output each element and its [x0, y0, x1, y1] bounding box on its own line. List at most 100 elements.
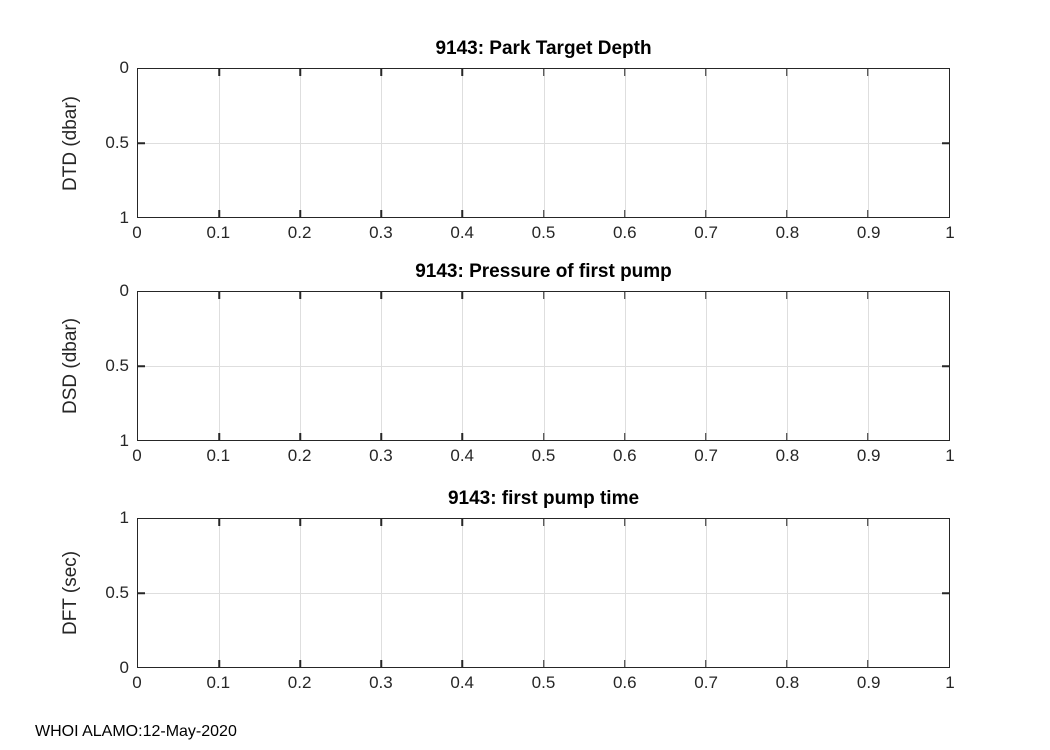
x-tick-mark [542, 433, 545, 440]
x-tick-mark [218, 519, 220, 526]
y-axis-label: DSD (dbar) [60, 317, 81, 415]
y-tick-label: 1 [119, 208, 129, 227]
x-tick-mark [461, 519, 464, 526]
x-tick-mark [461, 433, 464, 440]
x-tick-label: 0.9 [856, 223, 881, 242]
x-tick-mark [786, 660, 788, 667]
x-tick-mark [867, 69, 869, 76]
x-tick-mark [542, 69, 545, 76]
x-tick-label: 0.3 [369, 446, 393, 465]
plot-area [137, 68, 950, 218]
x-tick-label: 0.1 [206, 446, 231, 465]
x-tick-mark [623, 69, 626, 76]
x-tick-mark [542, 660, 545, 667]
x-tick-mark [299, 210, 301, 217]
x-tick-labels: 0 0.1 0.2 0.3 0.4 0.5 0.6 0.7 0.8 0.9 1 [132, 223, 954, 245]
x-tick-label: 0.6 [612, 223, 637, 242]
x-tick-mark [786, 519, 788, 526]
x-tick-label: 0.1 [206, 223, 231, 242]
y-tick-label: 0.5 [105, 583, 129, 602]
x-tick-mark [786, 69, 788, 76]
x-tick-mark [218, 292, 220, 299]
x-tick-label: 0.7 [694, 673, 718, 692]
plot-area [137, 518, 950, 668]
y-tick-mark [138, 365, 145, 367]
x-tick-label: 0.6 [612, 673, 637, 692]
subplot-title: 9143: first pump time [447, 488, 640, 509]
x-tick-mark [299, 292, 301, 299]
figure-footer-annotation: WHOI ALAMO:12-May-2020 [35, 723, 237, 740]
x-tick-mark [704, 69, 707, 76]
x-tick-label: 0.6 [612, 446, 637, 465]
x-tick-mark [704, 660, 707, 667]
x-tick-mark [867, 660, 869, 667]
y-tick-label: 0 [119, 58, 129, 77]
y-tick-label: 0.5 [105, 133, 129, 152]
x-tick-mark [623, 292, 626, 299]
y-tick-mark [138, 592, 145, 594]
x-tick-mark [380, 210, 383, 217]
x-tick-label: 0.3 [369, 673, 393, 692]
x-tick-mark [380, 433, 383, 440]
x-tick-mark [786, 433, 788, 440]
x-tick-mark [218, 660, 220, 667]
x-tick-mark [623, 519, 626, 526]
x-tick-mark [704, 519, 707, 526]
x-tick-mark [218, 433, 220, 440]
x-tick-mark [704, 292, 707, 299]
x-tick-mark [461, 69, 464, 76]
x-tick-mark [704, 210, 707, 217]
x-tick-mark [461, 210, 464, 217]
x-tick-mark [299, 519, 301, 526]
x-tick-label: 0.5 [531, 446, 556, 465]
x-tick-label: 0.4 [450, 223, 475, 242]
x-tick-label: 0 [132, 673, 142, 692]
x-tick-mark [380, 292, 383, 299]
gridline-horizontal [138, 142, 949, 144]
x-tick-mark [786, 210, 788, 217]
x-tick-mark [623, 433, 626, 440]
x-tick-mark [299, 69, 301, 76]
y-tick-mark [138, 142, 145, 144]
x-tick-mark [542, 210, 545, 217]
x-tick-label: 0.1 [206, 673, 231, 692]
x-tick-mark [867, 433, 869, 440]
x-tick-mark [461, 660, 464, 667]
x-tick-label: 0.8 [775, 223, 800, 242]
x-tick-mark [461, 292, 464, 299]
y-tick-label: 0 [119, 658, 129, 677]
subplot-first-pump-time: 9143: first pump time DFT (sec) 1 0.5 0 … [60, 488, 955, 692]
y-tick-label: 0 [119, 281, 129, 300]
x-tick-label: 0.5 [531, 673, 556, 692]
gridline-horizontal [138, 365, 949, 367]
x-tick-mark [867, 210, 869, 217]
x-tick-mark [704, 433, 707, 440]
subplot-pressure-first-pump: 9143: Pressure of first pump DSD (dbar) … [60, 261, 955, 465]
x-tick-label: 0.7 [694, 223, 718, 242]
plot-area [137, 291, 950, 441]
y-tick-mark [942, 142, 949, 144]
y-axis-label: DFT (sec) [60, 550, 81, 636]
x-tick-label: 0.9 [856, 673, 881, 692]
x-tick-label: 0.8 [775, 446, 800, 465]
x-tick-mark [299, 433, 301, 440]
x-tick-label: 0 [132, 223, 142, 242]
x-tick-label: 1 [945, 446, 955, 465]
gridline-horizontal [138, 592, 949, 594]
x-tick-label: 0.4 [450, 673, 475, 692]
x-tick-label: 0.7 [694, 446, 718, 465]
x-tick-mark [623, 660, 626, 667]
x-tick-labels: 0 0.1 0.2 0.3 0.4 0.5 0.6 0.7 0.8 0.9 1 [132, 446, 954, 468]
y-axis-label: DTD (dbar) [60, 95, 81, 191]
x-tick-mark [380, 519, 383, 526]
subplot-park-target-depth: 9143: Park Target Depth DTD (dbar) 0 0.5… [60, 38, 955, 242]
x-tick-label: 0.8 [775, 673, 800, 692]
x-tick-mark [867, 292, 869, 299]
x-tick-label: 1 [945, 673, 955, 692]
x-tick-label: 0.5 [531, 223, 556, 242]
subplot-title: 9143: Park Target Depth [435, 38, 652, 59]
y-tick-label: 0.5 [105, 356, 129, 375]
x-tick-mark [867, 519, 869, 526]
x-tick-label: 0.2 [287, 446, 312, 465]
x-tick-label: 0.3 [369, 223, 393, 242]
